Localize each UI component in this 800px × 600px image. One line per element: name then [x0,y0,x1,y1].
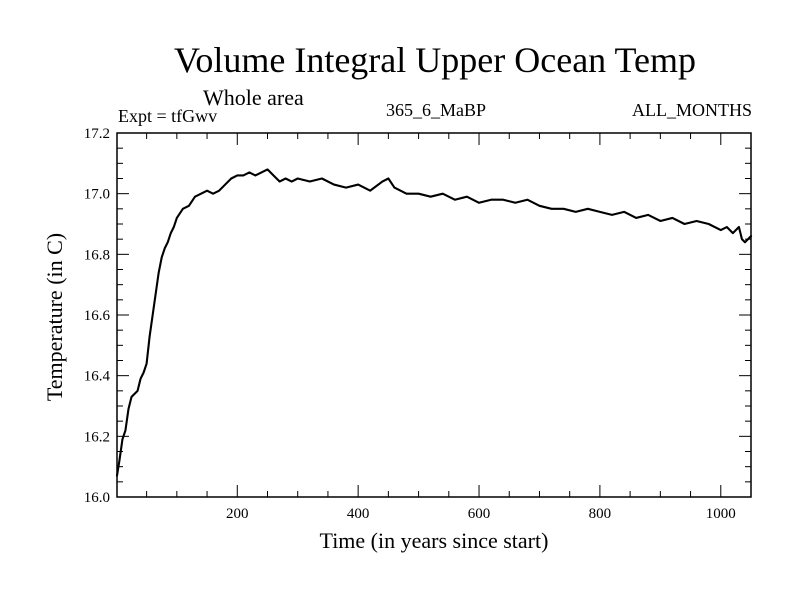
y-axis-label: Temperature (in C) [42,233,67,401]
x-tick-label: 600 [468,506,491,522]
plot-frame [116,132,752,498]
y-tick-label: 16.6 [84,308,111,324]
x-axis-label: Time (in years since start) [320,528,549,553]
y-tick-label: 17.0 [84,187,110,203]
ticks-layer: 200 400 600 800 1000 16.0 16.2 16.4 16.6 16.8 17.0… [84,126,752,522]
run-label: 365_6_MaBP [386,100,486,120]
chart-subtitle: Whole area [203,85,304,110]
y-tick-label: 16.0 [84,490,110,506]
months-label: ALL_MONTHS [632,100,752,120]
experiment-label: Expt = tfGwv [118,106,217,126]
y-tick-label: 16.8 [84,247,110,263]
x-tick-label: 200 [226,506,249,522]
y-tick-label: 17.2 [84,126,110,142]
y-tick-label: 16.4 [84,369,111,385]
x-tick-label: 400 [347,506,370,522]
y-tick-label: 16.2 [84,429,110,445]
x-tick-label: 1000 [706,506,736,522]
temperature-series-line [115,168,753,477]
x-tick-label: 800 [589,506,612,522]
chart-title: Volume Integral Upper Ocean Temp [174,40,696,80]
